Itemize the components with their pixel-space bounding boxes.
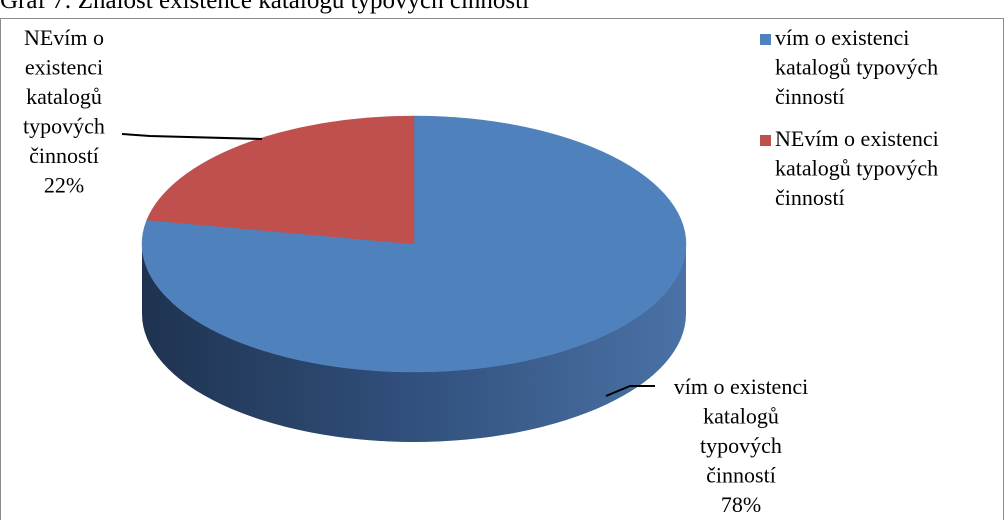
data-label-line: 22% (44, 173, 84, 198)
pie-slice-2 (146, 115, 415, 245)
data-label-1: vím o existenci katalogů typových činností 7… (674, 374, 808, 517)
data-label-line: katalogů (26, 84, 102, 109)
legend-label-line: činností (775, 84, 845, 109)
leader-line-2 (121, 133, 263, 140)
legend-entry-2: NEvím o existenci katalogů typových činnos… (760, 126, 939, 210)
leader-line-1 (605, 385, 655, 397)
legend-label-line: katalogů typových (775, 55, 938, 80)
data-label-line: 78% (721, 492, 761, 517)
legend-label: NEvím o existenci katalogů typových činnos… (775, 126, 939, 210)
data-label-line: katalogů (703, 404, 779, 429)
legend-label-line: katalogů typových (775, 156, 938, 181)
legend-swatch (760, 135, 771, 146)
data-label-line: činností (706, 463, 776, 488)
data-label-line: vím o existenci (674, 374, 808, 399)
legend-label-line: činností (775, 185, 845, 210)
legend-label-line: vím o existenci (775, 25, 909, 50)
data-label-line: činností (29, 143, 99, 168)
data-label-2: NEvím o existenci katalogů typových činností… (23, 25, 105, 198)
data-label-line: typových (700, 433, 782, 458)
legend-entry-1: vím o existenci katalogů typových činností (760, 25, 938, 109)
data-label-line: NEvím o (24, 25, 104, 50)
chart-frame (0, 18, 1004, 520)
legend-label: vím o existenci katalogů typových činností (775, 25, 938, 109)
data-label-line: typových (23, 114, 105, 139)
pie-side-wall (142, 244, 686, 442)
chart-title: Graf 7: Znalost existence katalogů typov… (0, 0, 530, 14)
legend-label-line: NEvím o existenci (775, 126, 939, 151)
legend-swatch (760, 34, 771, 45)
data-label-line: existenci (25, 55, 103, 80)
